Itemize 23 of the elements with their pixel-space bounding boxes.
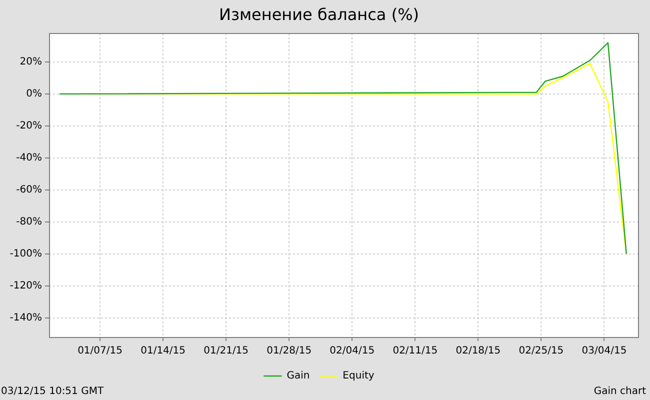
x-tick-label: 03/04/15 bbox=[582, 346, 627, 357]
x-tick-label: 02/04/15 bbox=[330, 346, 375, 357]
x-tick-label: 02/11/15 bbox=[392, 346, 438, 357]
y-tick-label: -40% bbox=[16, 152, 42, 164]
text: 03/12/15 10:51 GMT bbox=[1, 386, 104, 397]
x-tick-label: 01/07/15 bbox=[78, 346, 122, 357]
y-tick-label: 20% bbox=[20, 56, 42, 68]
y-tick-label: -20% bbox=[16, 120, 42, 132]
y-tick-label: -120% bbox=[10, 280, 42, 292]
y-tick-label: 0% bbox=[26, 88, 42, 100]
x-tick-label: 02/25/15 bbox=[518, 346, 564, 357]
x-tick-label: 01/14/15 bbox=[140, 346, 186, 357]
y-tick-label: -100% bbox=[10, 248, 42, 260]
x-tick-label: 01/21/15 bbox=[204, 346, 249, 357]
legend-label: Gain bbox=[286, 370, 310, 382]
y-tick-label: -80% bbox=[16, 216, 42, 228]
x-tick-label: 02/18/15 bbox=[456, 346, 501, 357]
text: Gain chart bbox=[594, 386, 646, 397]
chart-title: Изменение баланса (%) bbox=[218, 4, 420, 24]
x-tick-label: 01/28/15 bbox=[266, 346, 312, 357]
y-tick-label: -60% bbox=[16, 184, 42, 196]
y-tick-label: -140% bbox=[10, 312, 42, 324]
legend-label: Equity bbox=[342, 370, 374, 382]
